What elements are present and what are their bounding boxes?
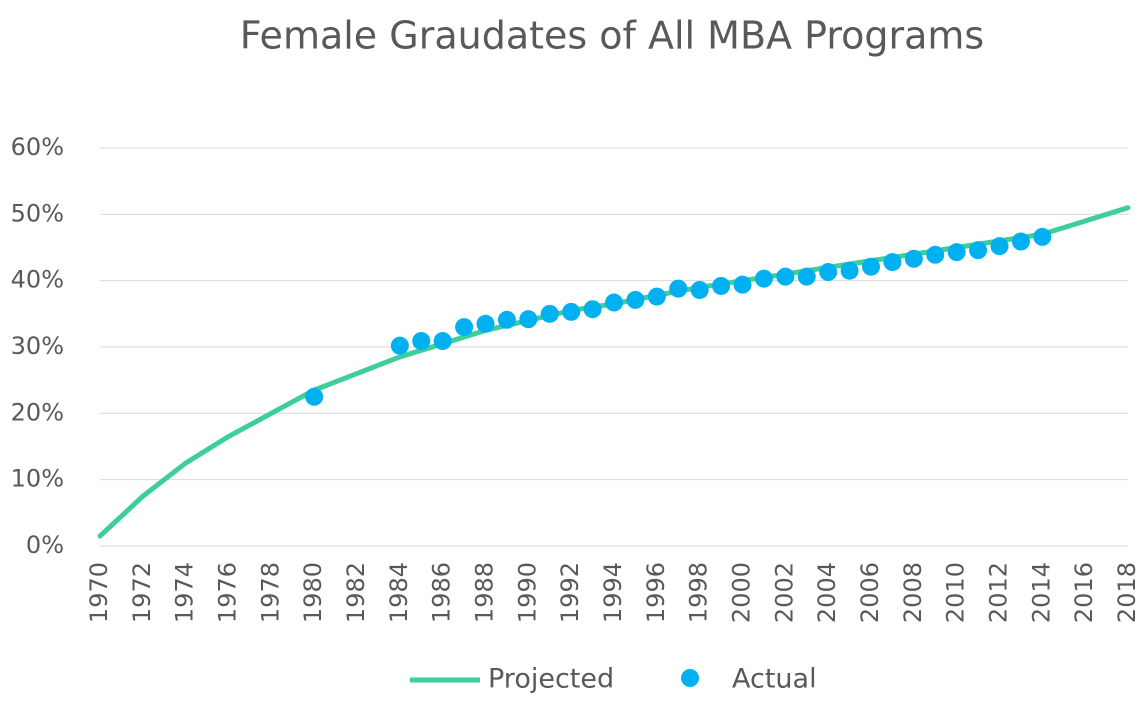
actual-point [455,318,474,337]
y-tick-label: 30% [11,332,64,360]
actual-point [390,336,409,355]
x-tick-label: 1980 [299,562,327,623]
x-tick-label: 2006 [856,562,884,623]
actual-point [926,245,945,264]
x-tick-label: 1976 [214,562,242,623]
actual-point [626,290,645,309]
x-tick-label: 1974 [171,562,199,623]
actual-point [969,241,988,260]
x-tick-label: 2018 [1113,562,1141,623]
actual-point [412,332,431,351]
actual-point [669,279,688,298]
actual-point [647,287,666,306]
x-tick-label: 1986 [428,562,456,623]
y-tick-label: 40% [11,266,64,294]
actual-point [519,310,538,329]
actual-point [776,267,795,286]
x-tick-label: 1970 [85,562,113,623]
x-tick-label: 2000 [728,562,756,623]
actual-point [947,243,966,262]
actual-point [433,332,452,351]
x-tick-label: 1994 [599,562,627,623]
actual-point [1033,227,1052,246]
y-tick-label: 60% [11,133,64,161]
x-tick-label: 1998 [685,562,713,623]
x-tick-label: 2004 [813,562,841,623]
x-tick-label: 1990 [513,562,541,623]
x-tick-label: 1988 [471,562,499,623]
y-tick-label: 50% [11,199,64,227]
x-tick-label: 2008 [899,562,927,623]
y-tick-label: 20% [11,398,64,426]
actual-point [712,276,731,295]
actual-point [562,302,581,321]
actual-point [862,257,880,276]
legend-label: Actual [732,664,817,695]
legend-swatch [681,669,699,687]
y-tick-label: 10% [11,465,64,493]
x-tick-label: 1992 [556,562,584,623]
x-tick-label: 2002 [770,562,798,623]
actual-point [583,300,602,319]
x-tick-label: 2012 [985,562,1013,623]
x-tick-label: 2010 [942,562,970,623]
x-tick-label: 1972 [128,562,156,623]
chart-title: Female Graudates of All MBA Programs [240,14,984,58]
actual-point [733,275,752,294]
x-tick-label: 1984 [385,562,413,623]
actual-point [1011,232,1030,251]
actual-point [883,253,902,272]
legend-label: Projected [488,664,614,695]
actual-point [476,314,495,333]
actual-point [797,267,816,286]
actual-point [690,280,709,299]
y-tick-label: 0% [26,531,64,559]
x-tick-label: 1996 [642,562,670,623]
actual-point [819,263,838,282]
actual-point [840,261,859,280]
x-tick-label: 2016 [1070,562,1098,623]
actual-point [305,387,324,406]
actual-point [754,269,773,288]
actual-point [904,249,923,268]
x-tick-label: 2014 [1027,562,1055,623]
actual-point [497,310,516,329]
x-tick-label: 1978 [256,562,284,623]
x-tick-label: 1982 [342,562,370,623]
actual-point [990,237,1009,256]
actual-point [605,293,623,312]
actual-point [540,304,559,323]
